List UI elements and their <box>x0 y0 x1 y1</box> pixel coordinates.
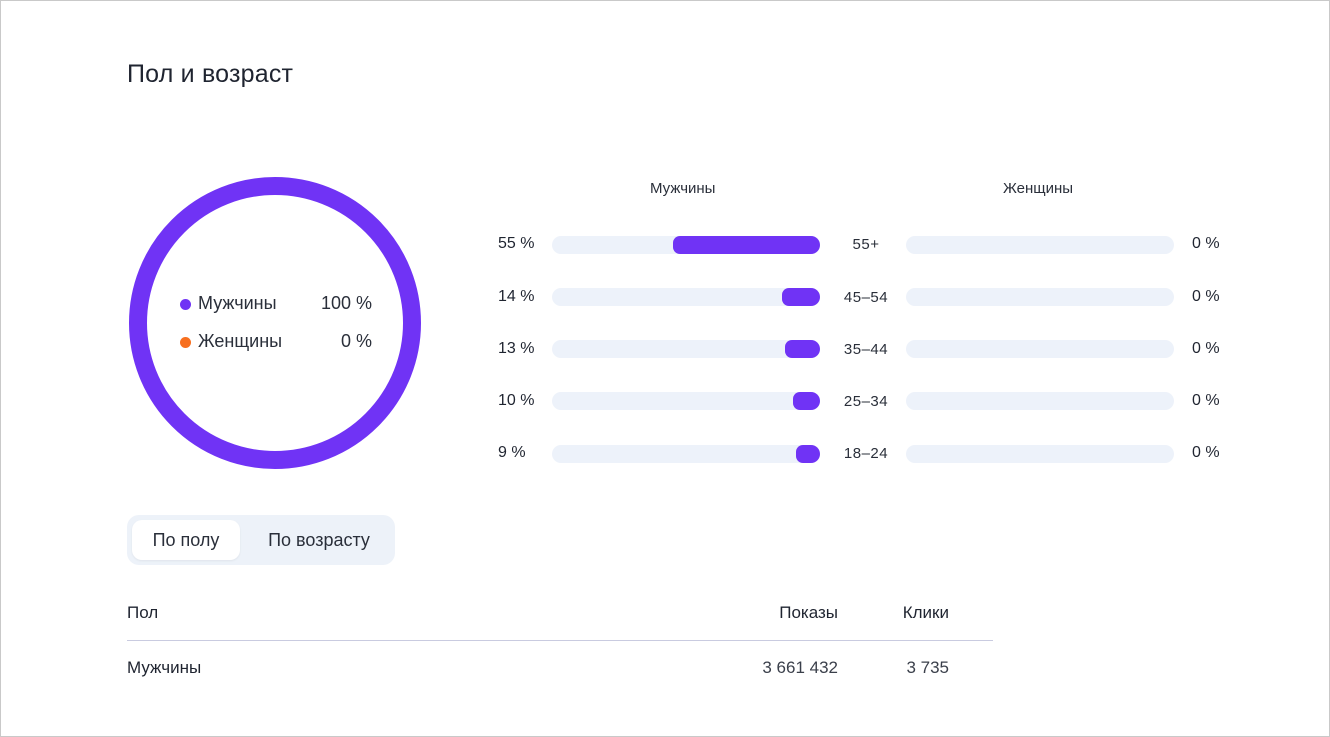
toggle-by-gender[interactable]: По полу <box>132 520 240 560</box>
table-cell-gender: Мужчины <box>127 658 202 677</box>
series-header-female: Женщины <box>1003 180 1074 197</box>
male-bar-track <box>552 340 820 358</box>
male-bar-track <box>552 236 820 254</box>
male-bar <box>793 392 820 410</box>
female-bar-track <box>906 445 1174 463</box>
gender-donut-chart <box>128 176 422 470</box>
female-bar-track <box>906 340 1174 358</box>
female-value-label: 0 % <box>1192 392 1220 409</box>
legend-value-male: 100 % <box>320 293 372 313</box>
table-header-gender: Пол <box>127 603 159 622</box>
male-bar-track <box>552 445 820 463</box>
male-value-label: 55 % <box>498 235 535 252</box>
table-header-impressions: Показы <box>779 603 838 622</box>
male-value-label: 13 % <box>498 340 535 357</box>
legend-dot-female <box>180 337 191 348</box>
view-toggle: По полу По возрасту <box>127 515 395 565</box>
legend-label-female: Женщины <box>198 331 283 351</box>
table-divider <box>127 640 993 641</box>
female-bar-track <box>906 236 1174 254</box>
legend-dot-male <box>180 299 191 310</box>
female-value-label: 0 % <box>1192 235 1220 252</box>
donut-svg <box>129 177 421 469</box>
male-bar-track <box>552 392 820 410</box>
age-group-label: 25–34 <box>843 393 889 410</box>
legend-item-female: Женщины 0 % <box>180 330 372 354</box>
male-bar <box>782 288 820 306</box>
table-cell-clicks: 3 735 <box>906 658 949 677</box>
donut-slice-male <box>129 177 421 469</box>
male-bar <box>795 445 820 463</box>
male-bar <box>672 236 820 254</box>
female-bar-track <box>906 288 1174 306</box>
legend-item-male: Мужчины 100 % <box>180 292 372 316</box>
female-value-label: 0 % <box>1192 444 1220 461</box>
age-group-label: 35–44 <box>843 341 889 358</box>
female-bar-track <box>906 392 1174 410</box>
male-value-label: 14 % <box>498 288 535 305</box>
legend-label-male: Мужчины <box>198 293 277 313</box>
age-group-label: 55+ <box>852 236 880 253</box>
male-bar <box>785 340 820 358</box>
male-value-label: 10 % <box>498 392 535 409</box>
table-cell-impressions: 3 661 432 <box>762 658 838 677</box>
legend-value-female: 0 % <box>340 331 372 351</box>
female-value-label: 0 % <box>1192 288 1220 305</box>
male-value-label: 9 % <box>498 444 526 461</box>
age-group-label: 18–24 <box>843 445 889 462</box>
age-group-label: 45–54 <box>843 289 889 306</box>
female-value-label: 0 % <box>1192 340 1220 357</box>
male-bar-track <box>552 288 820 306</box>
series-header-male: Мужчины <box>650 180 716 197</box>
toggle-by-age[interactable]: По возрасту <box>268 530 370 550</box>
table-header-clicks: Клики <box>902 603 949 622</box>
page-title: Пол и возраст <box>127 60 294 88</box>
